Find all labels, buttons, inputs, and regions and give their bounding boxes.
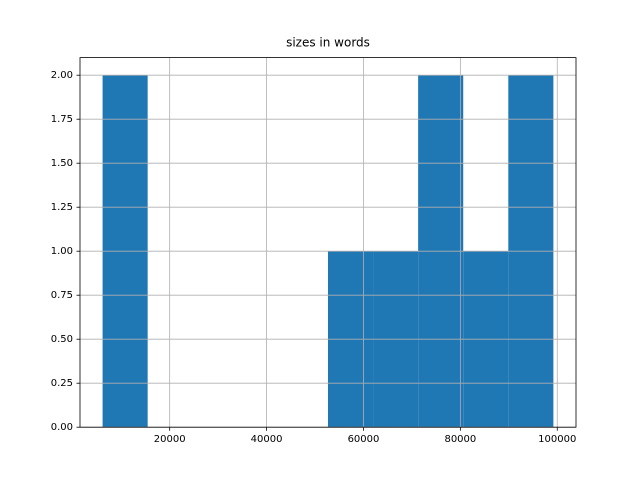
chart-title: sizes in words xyxy=(286,36,370,50)
x-tick-label: 40000 xyxy=(251,434,283,445)
x-tick-label: 60000 xyxy=(348,434,380,445)
y-tick-label: 0.00 xyxy=(51,422,73,433)
y-tick-label: 0.25 xyxy=(51,378,73,389)
x-tick-label: 80000 xyxy=(444,434,476,445)
y-tick-label: 1.00 xyxy=(51,246,73,257)
x-tick-label: 100000 xyxy=(538,434,576,445)
y-tick-label: 0.75 xyxy=(51,290,73,301)
y-tick-label: 1.75 xyxy=(51,114,73,125)
x-tick-label: 20000 xyxy=(154,434,186,445)
plot-frame xyxy=(79,57,577,428)
y-tick-label: 1.25 xyxy=(51,202,73,213)
y-tick-label: 0.50 xyxy=(51,334,73,345)
y-tick-label: 1.50 xyxy=(51,158,73,169)
y-tick-label: 2.00 xyxy=(51,70,73,81)
